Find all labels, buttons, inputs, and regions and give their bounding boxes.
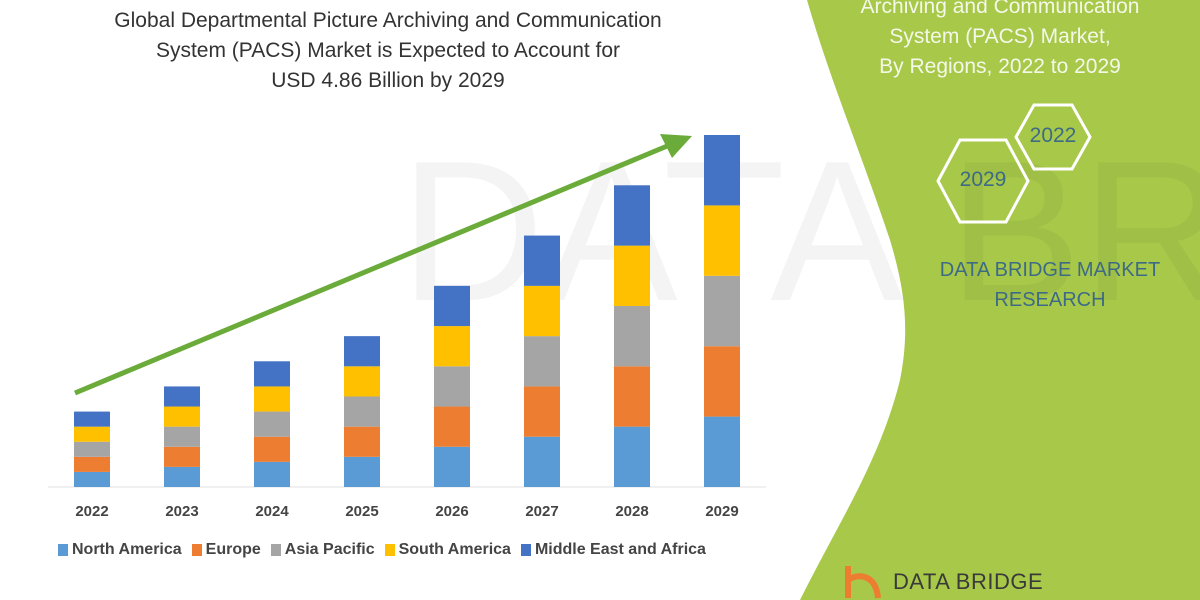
bar-segment-2022-north-america bbox=[74, 471, 110, 487]
bar-segment-2023-europe bbox=[164, 446, 200, 467]
brand-line: RESEARCH bbox=[994, 289, 1106, 311]
side-title-line: System (PACS) Market, bbox=[889, 25, 1111, 48]
hexagon-2029 bbox=[936, 138, 1030, 224]
bar-segment-2025-south-america bbox=[344, 366, 380, 397]
brand-line: DATA BRIDGE MARKET bbox=[939, 259, 1161, 281]
bar-segment-2024-europe bbox=[254, 436, 290, 462]
legend: North America Europe Asia Pacific South Ame… bbox=[58, 541, 706, 559]
x-tick-label: 2024 bbox=[255, 503, 289, 520]
bar-segment-2027-asia-pacific bbox=[524, 336, 560, 387]
bar-segment-2023-south-america bbox=[164, 406, 200, 427]
bar-segment-2027-middle-east-and-africa bbox=[524, 235, 560, 286]
bar-segment-2024-north-america bbox=[254, 461, 290, 487]
bar-segment-2029-north-america bbox=[704, 416, 740, 487]
legend-swatch bbox=[384, 544, 395, 556]
bar-segment-2028-middle-east-and-africa bbox=[614, 185, 650, 246]
bar-segment-2029-asia-pacific bbox=[704, 275, 740, 347]
legend-swatch bbox=[520, 544, 531, 556]
bar-segment-2023-middle-east-and-africa bbox=[164, 386, 200, 407]
title-line: System (PACS) Market is Expected to Acco… bbox=[155, 39, 621, 62]
legend-label: Asia Pacific bbox=[284, 541, 375, 558]
x-tick-label: 2022 bbox=[75, 503, 109, 520]
side-title-line: By Regions, 2022 to 2029 bbox=[879, 55, 1121, 78]
legend-item: Middle East and Africa bbox=[520, 541, 706, 559]
bar-segment-2025-middle-east-and-africa bbox=[344, 336, 380, 367]
x-tick-label: 2025 bbox=[345, 503, 379, 520]
bar-segment-2026-europe bbox=[434, 406, 470, 447]
legend-label: Middle East and Africa bbox=[534, 541, 706, 558]
bar-segment-2024-middle-east-and-africa bbox=[254, 361, 290, 387]
bar-segment-2026-middle-east-and-africa bbox=[434, 285, 470, 327]
hexagon-2022 bbox=[1014, 103, 1092, 171]
bar-segment-2022-south-america bbox=[74, 426, 110, 442]
bar-segment-2026-south-america bbox=[434, 326, 470, 367]
bar-segment-2024-asia-pacific bbox=[254, 411, 290, 437]
bar-segment-2029-europe bbox=[704, 346, 740, 417]
bar-segment-2027-south-america bbox=[524, 285, 560, 337]
x-tick-label: 2023 bbox=[165, 503, 199, 520]
x-tick-label: 2026 bbox=[435, 503, 469, 520]
trend-arrow bbox=[74, 134, 692, 396]
bar-segment-2027-europe bbox=[524, 386, 560, 437]
bar-segment-2026-north-america bbox=[434, 446, 470, 487]
bar-segment-2027-north-america bbox=[524, 436, 560, 487]
side-panel bbox=[800, 0, 1200, 600]
legend-swatch bbox=[191, 544, 202, 556]
legend-label: Europe bbox=[205, 541, 261, 558]
x-tick-label: 2029 bbox=[705, 503, 739, 520]
chart-title: Global Departmental Picture Archiving an… bbox=[40, 6, 736, 96]
legend-item: South America bbox=[384, 541, 511, 559]
bar-segment-2029-middle-east-and-africa bbox=[704, 135, 740, 206]
legend-swatch bbox=[270, 544, 281, 556]
x-tick-label: 2027 bbox=[525, 503, 559, 520]
title-line: USD 4.86 Billion by 2029 bbox=[271, 69, 505, 92]
bar-segment-2023-north-america bbox=[164, 466, 200, 487]
bar-segment-2026-asia-pacific bbox=[434, 366, 470, 407]
logo-text: DATA BRIDGE bbox=[893, 569, 1044, 594]
bar-segment-2022-europe bbox=[74, 456, 110, 472]
legend-swatch bbox=[58, 544, 68, 556]
bar-segment-2025-europe bbox=[344, 426, 380, 457]
bar-segment-2025-north-america bbox=[344, 456, 380, 487]
legend-label: North America bbox=[72, 541, 182, 558]
bar-segment-2022-asia-pacific bbox=[74, 441, 110, 457]
bar-segment-2022-middle-east-and-africa bbox=[74, 411, 110, 427]
title-line: Global Departmental Picture Archiving an… bbox=[114, 9, 662, 32]
bar-segment-2028-north-america bbox=[614, 426, 650, 487]
bars bbox=[74, 135, 740, 487]
bar-segment-2025-asia-pacific bbox=[344, 396, 380, 427]
side-title: Archiving and Communication System (PACS… bbox=[800, 0, 1200, 82]
legend-item: Asia Pacific bbox=[270, 541, 375, 559]
bar-segment-2028-asia-pacific bbox=[614, 305, 650, 367]
hex-label-2029: 2029 bbox=[959, 168, 1007, 191]
legend-item: North America bbox=[58, 541, 182, 559]
logo-icon bbox=[845, 566, 881, 599]
bar-segment-2024-south-america bbox=[254, 386, 290, 412]
bar-segment-2028-europe bbox=[614, 366, 650, 427]
bar-segment-2023-asia-pacific bbox=[164, 426, 200, 447]
bar-segment-2028-south-america bbox=[614, 245, 650, 306]
legend-label: South America bbox=[398, 541, 511, 558]
bar-segment-2029-south-america bbox=[704, 205, 740, 276]
x-tick-label: 2028 bbox=[615, 503, 649, 520]
brand-text: DATA BRIDGE MARKET RESEARCH bbox=[900, 255, 1200, 315]
hex-label-2022: 2022 bbox=[1029, 124, 1077, 147]
legend-item: Europe bbox=[191, 541, 261, 559]
side-title-line: Archiving and Communication bbox=[860, 0, 1140, 18]
